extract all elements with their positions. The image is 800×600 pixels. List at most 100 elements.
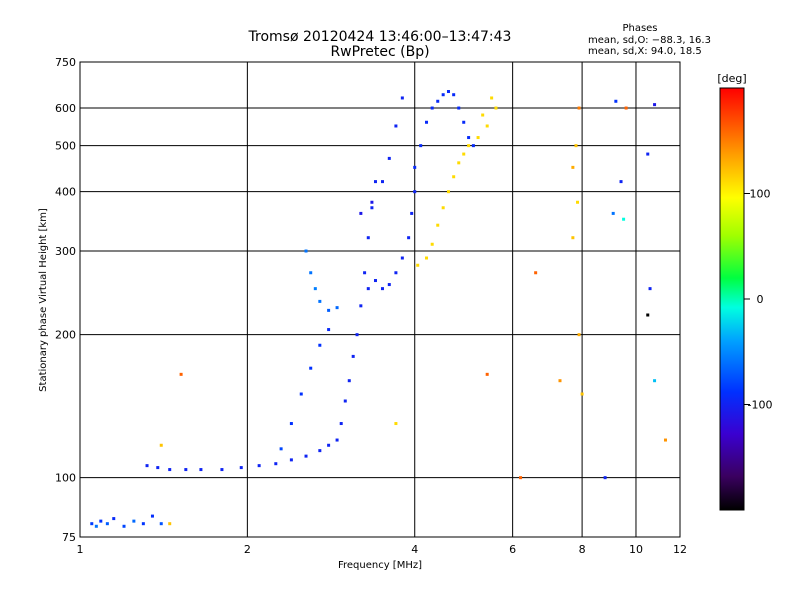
data-point: [577, 333, 581, 337]
data-point: [199, 468, 203, 472]
data-point: [168, 468, 172, 472]
data-point: [481, 113, 485, 117]
data-point: [576, 200, 580, 204]
data-point: [184, 468, 188, 472]
colorbar-ticks: 100 0 -100: [744, 188, 772, 412]
data-point: [476, 136, 480, 140]
data-point: [327, 308, 331, 312]
data-point: [407, 236, 411, 240]
data-point: [168, 522, 172, 526]
data-point: [425, 256, 429, 260]
data-point: [571, 165, 575, 169]
data-point: [467, 136, 471, 140]
data-point: [355, 333, 359, 337]
data-point: [373, 180, 377, 184]
data-point: [99, 519, 103, 523]
data-point: [313, 287, 317, 291]
data-point: [94, 524, 98, 528]
data-point: [494, 106, 498, 110]
data-point: [363, 271, 367, 275]
data-point: [370, 206, 374, 210]
data-point: [446, 90, 450, 94]
data-point: [112, 517, 116, 521]
y-axis-label: Stationary phase Virtual Height [km]: [38, 208, 49, 392]
data-point: [571, 236, 575, 240]
data-point: [335, 306, 339, 310]
data-point: [400, 256, 404, 260]
data-point: [309, 271, 313, 275]
data-point: [603, 476, 607, 480]
y-tick-labels: 75 100 200 300 400 500 600 750: [55, 56, 76, 544]
data-point: [122, 524, 126, 528]
data-point: [519, 476, 523, 480]
data-point: [359, 211, 363, 215]
data-point: [441, 206, 445, 210]
data-point: [309, 366, 313, 370]
data-point: [430, 242, 434, 246]
data-point: [462, 152, 466, 156]
data-point: [419, 144, 423, 148]
data-point: [366, 236, 370, 240]
data-point: [413, 165, 417, 169]
colorbar-label: [deg]: [717, 72, 746, 85]
data-point: [457, 106, 461, 110]
data-point: [663, 438, 667, 442]
y-tick-label: 100: [55, 472, 76, 485]
chart-subtitle: RwPretec (Bp): [330, 44, 429, 60]
x-tick-label: 2: [244, 543, 251, 556]
data-point: [400, 96, 404, 100]
data-point: [274, 462, 278, 466]
data-point: [370, 200, 374, 204]
data-point: [614, 99, 618, 103]
data-point: [318, 299, 322, 303]
data-point: [490, 96, 494, 100]
data-point: [485, 372, 489, 376]
data-point: [150, 514, 154, 518]
y-tick-label: 400: [55, 186, 76, 199]
x-tick-label: 12: [673, 543, 687, 556]
data-point: [558, 379, 562, 383]
data-point: [299, 392, 303, 396]
x-tick-label: 4: [411, 543, 418, 556]
data-point: [380, 180, 384, 184]
data-point: [452, 93, 456, 97]
data-point: [141, 522, 145, 526]
data-point: [318, 343, 322, 347]
phases-line-o: mean, sd,O: −88.3, 16.3: [588, 35, 711, 46]
data-point: [304, 454, 308, 458]
data-point: [646, 313, 650, 317]
data-point: [416, 263, 420, 267]
x-tick-label: 6: [509, 543, 516, 556]
data-point: [648, 287, 652, 291]
data-point: [653, 379, 657, 383]
data-point: [387, 283, 391, 287]
data-point: [289, 458, 293, 462]
colorbar-tick-label: 100: [750, 188, 771, 201]
chart-title: Tromsø 20120424 13:46:00–13:47:43: [248, 29, 512, 45]
colorbar-tick-label: 0: [757, 293, 764, 306]
data-point: [327, 328, 331, 332]
data-point: [347, 379, 351, 383]
phases-line-x: mean, sd,X: 94.0, 18.5: [588, 46, 702, 57]
y-tick-label: 500: [55, 140, 76, 153]
data-point: [339, 422, 343, 426]
data-point: [574, 144, 578, 148]
y-tick-label: 300: [55, 245, 76, 258]
data-points: [90, 90, 667, 528]
data-point: [145, 464, 149, 468]
data-point: [159, 522, 163, 526]
data-point: [373, 279, 377, 283]
data-point: [462, 120, 466, 124]
data-point: [380, 287, 384, 291]
data-point: [179, 372, 183, 376]
data-point: [394, 271, 398, 275]
data-point: [430, 106, 434, 110]
data-point: [619, 180, 623, 184]
data-point: [413, 190, 417, 194]
data-point: [580, 392, 584, 396]
data-point: [577, 106, 581, 110]
y-tick-label: 75: [62, 531, 76, 544]
y-tick-label: 600: [55, 102, 76, 115]
plot-frame: [79, 61, 681, 538]
